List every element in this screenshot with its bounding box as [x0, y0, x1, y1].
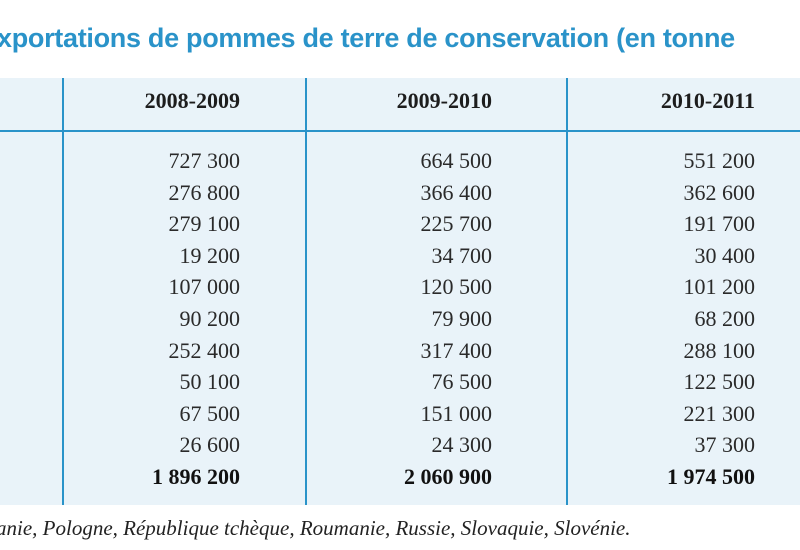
column-header: 2008-2009 [144, 88, 240, 113]
table-cell: 101 200 [683, 274, 756, 299]
column-divider [566, 78, 568, 505]
table-cell: 67 500 [179, 401, 241, 426]
table-cell: 30 400 [694, 243, 756, 268]
total-cell: 1 974 500 [667, 464, 755, 489]
table-cell: 317 400 [420, 338, 493, 363]
table-cell: 90 200 [179, 306, 241, 331]
column-divider [62, 78, 64, 505]
table-title: xportations de pommes de terre de conser… [0, 23, 735, 53]
table-cell: 107 000 [168, 274, 241, 299]
column-divider [305, 78, 307, 505]
table-cell: 24 300 [431, 432, 493, 457]
total-cell: 1 896 200 [152, 464, 240, 489]
table-cell: 68 200 [694, 306, 756, 331]
table-cell: 79 900 [431, 306, 493, 331]
table-cell: 727 300 [168, 148, 241, 173]
table-cell: 19 200 [179, 243, 241, 268]
table-cell: 50 100 [179, 369, 241, 394]
table-cell: 288 100 [683, 338, 756, 363]
table-cell: 664 500 [420, 148, 493, 173]
table-cell: 37 300 [694, 432, 756, 457]
table-cell: 34 700 [431, 243, 493, 268]
table-cell: 120 500 [420, 274, 493, 299]
table-cell: 151 000 [420, 401, 493, 426]
header-divider [0, 130, 800, 132]
footnote-area [0, 505, 800, 550]
data-table [0, 78, 800, 505]
total-cell: 2 060 900 [404, 464, 492, 489]
footnote: anie, Pologne, République tchèque, Rouma… [0, 516, 631, 540]
table-cell: 276 800 [168, 180, 241, 205]
table-cell: 191 700 [683, 211, 756, 236]
table-cell: 362 600 [683, 180, 756, 205]
table-cell: 122 500 [683, 369, 756, 394]
table-cell: 225 700 [420, 211, 493, 236]
table-cell: 252 400 [168, 338, 241, 363]
column-header: 2009-2010 [396, 88, 492, 113]
table-cell: 551 200 [683, 148, 756, 173]
column-header: 2010-2011 [660, 88, 755, 113]
table-cell: 26 600 [179, 432, 241, 457]
table-cell: 221 300 [683, 401, 756, 426]
table-cell: 279 100 [168, 211, 241, 236]
table-cell: 76 500 [431, 369, 493, 394]
table-cell: 366 400 [420, 180, 493, 205]
